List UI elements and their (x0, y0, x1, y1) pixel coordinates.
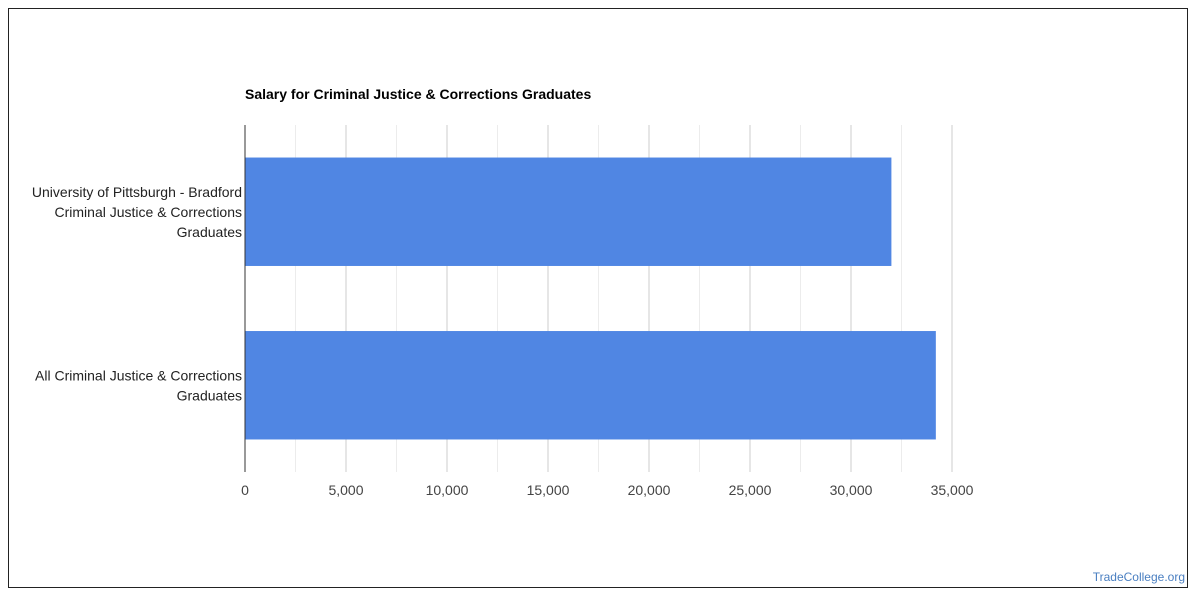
x-tick-label: 30,000 (830, 482, 873, 498)
x-tick-label: 15,000 (527, 482, 570, 498)
category-label-line: Criminal Justice & Corrections (55, 204, 243, 220)
x-tick-label: 35,000 (931, 482, 974, 498)
x-tick-label: 20,000 (628, 482, 671, 498)
category-label: University of Pittsburgh - Bradford Crimi… (32, 184, 242, 240)
category-label-line: University of Pittsburgh - Bradford (32, 184, 242, 200)
bar[interactable] (245, 331, 936, 440)
bar[interactable] (245, 157, 892, 266)
x-tick-label: 25,000 (729, 482, 772, 498)
x-tick-label: 5,000 (328, 482, 363, 498)
x-tick-label: 0 (241, 482, 249, 498)
category-label-line: Graduates (177, 224, 242, 240)
watermark-link[interactable]: TradeCollege.org (1092, 570, 1185, 584)
category-label-line: Graduates (177, 387, 242, 403)
chart-title: Salary for Criminal Justice & Correction… (245, 86, 591, 102)
category-label-line: All Criminal Justice & Corrections (35, 367, 242, 383)
category-labels: University of Pittsburgh - Bradford Crimi… (32, 184, 242, 404)
bars (245, 157, 936, 440)
x-tick-labels: 0 5,000 10,000 15,000 20,000 25,000 30,000 35,0… (241, 482, 974, 498)
category-label: All Criminal Justice & Corrections Gradua… (35, 367, 242, 403)
x-tick-label: 10,000 (426, 482, 469, 498)
